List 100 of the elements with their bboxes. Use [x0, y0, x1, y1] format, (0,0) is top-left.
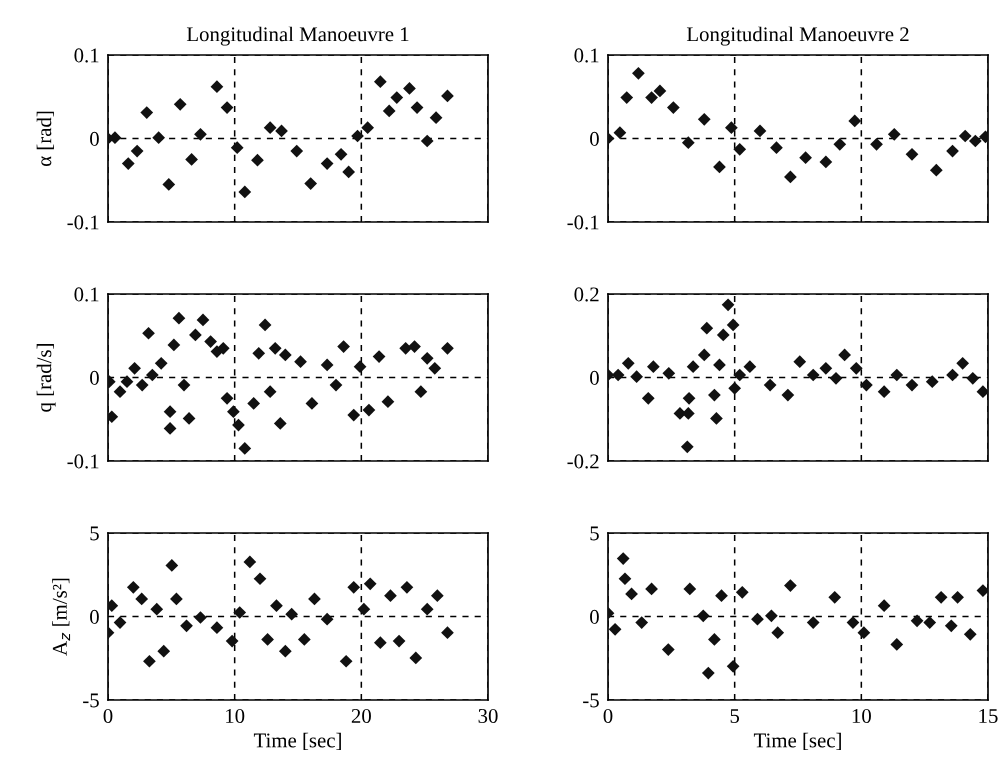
- point: [414, 385, 428, 399]
- point: [784, 579, 797, 592]
- x-tick-label: 0: [603, 708, 613, 723]
- point: [142, 326, 155, 340]
- point: [765, 609, 778, 623]
- point: [645, 91, 658, 104]
- point: [828, 590, 842, 604]
- point: [951, 590, 964, 604]
- y-tick-label: 0: [590, 131, 599, 146]
- point: [781, 388, 795, 402]
- point: [890, 368, 904, 382]
- y-tick-label: -5: [83, 693, 99, 708]
- point: [252, 346, 266, 360]
- point: [304, 177, 318, 190]
- point: [263, 121, 277, 135]
- point: [429, 111, 443, 124]
- point: [261, 633, 274, 646]
- point: [220, 392, 234, 405]
- point: [329, 378, 343, 392]
- point: [180, 619, 193, 633]
- point: [135, 378, 149, 392]
- y-tick-label: -0.1: [67, 215, 99, 230]
- point: [890, 638, 904, 651]
- x-tick-label: 30: [478, 708, 498, 723]
- y-tick-label: 0: [90, 370, 99, 385]
- point: [923, 616, 937, 629]
- point: [618, 572, 632, 586]
- point: [392, 634, 406, 648]
- point: [620, 91, 634, 104]
- point: [145, 368, 159, 382]
- point: [613, 126, 627, 140]
- point: [956, 356, 970, 370]
- y-tick-label: -0.2: [567, 454, 599, 469]
- point: [697, 112, 711, 126]
- point: [285, 607, 299, 621]
- point: [305, 397, 319, 410]
- point: [409, 651, 423, 665]
- point: [701, 666, 715, 680]
- point: [753, 124, 767, 138]
- y-tick-label: 0: [590, 609, 599, 624]
- point: [806, 616, 820, 629]
- x-axis-title: Time [sec]: [253, 732, 341, 751]
- point: [278, 644, 292, 658]
- point: [819, 361, 833, 375]
- point: [905, 148, 919, 161]
- point: [630, 370, 643, 384]
- point: [735, 585, 749, 599]
- point: [263, 385, 277, 399]
- point: [400, 580, 414, 594]
- point: [230, 141, 244, 155]
- point: [743, 360, 757, 374]
- y-tick-label: 0: [90, 609, 99, 624]
- y-tick-label: 0.1: [574, 48, 599, 63]
- point: [143, 654, 156, 668]
- x-tick-label: 20: [351, 708, 371, 723]
- point: [710, 412, 723, 425]
- point: [163, 422, 177, 435]
- point: [162, 178, 176, 191]
- point: [877, 385, 891, 399]
- point: [944, 619, 958, 633]
- point: [238, 185, 252, 199]
- point: [128, 361, 141, 375]
- point: [715, 589, 728, 602]
- y-tick-label: -0.1: [67, 454, 99, 469]
- point: [170, 592, 183, 606]
- point: [342, 165, 356, 179]
- point: [653, 84, 667, 98]
- point: [238, 442, 252, 455]
- point: [793, 355, 807, 368]
- point: [976, 584, 988, 597]
- point: [716, 328, 730, 342]
- point: [441, 341, 454, 355]
- point: [337, 340, 350, 353]
- point: [243, 555, 257, 569]
- y-axis-title: q [rad/s]: [36, 344, 56, 412]
- point: [247, 397, 261, 410]
- point: [204, 335, 217, 348]
- point: [253, 572, 267, 586]
- point: [167, 338, 181, 352]
- point: [966, 371, 980, 385]
- point: [353, 360, 367, 374]
- point: [196, 313, 210, 327]
- point: [784, 170, 797, 184]
- point: [870, 137, 883, 151]
- point: [268, 341, 282, 355]
- point: [905, 378, 919, 392]
- point: [848, 114, 862, 128]
- point: [372, 350, 386, 363]
- y-axis-title: α [rad]: [36, 111, 54, 166]
- point: [390, 91, 404, 104]
- point: [829, 371, 843, 385]
- point: [165, 559, 179, 572]
- point: [641, 392, 655, 405]
- point: [611, 368, 625, 382]
- point: [441, 626, 454, 640]
- chart-title: Longitudinal Manoeuvre 2: [686, 26, 909, 46]
- point: [728, 381, 742, 395]
- x-tick-label: 10: [226, 708, 245, 723]
- point: [408, 340, 421, 353]
- y-tick-label: 5: [90, 526, 99, 541]
